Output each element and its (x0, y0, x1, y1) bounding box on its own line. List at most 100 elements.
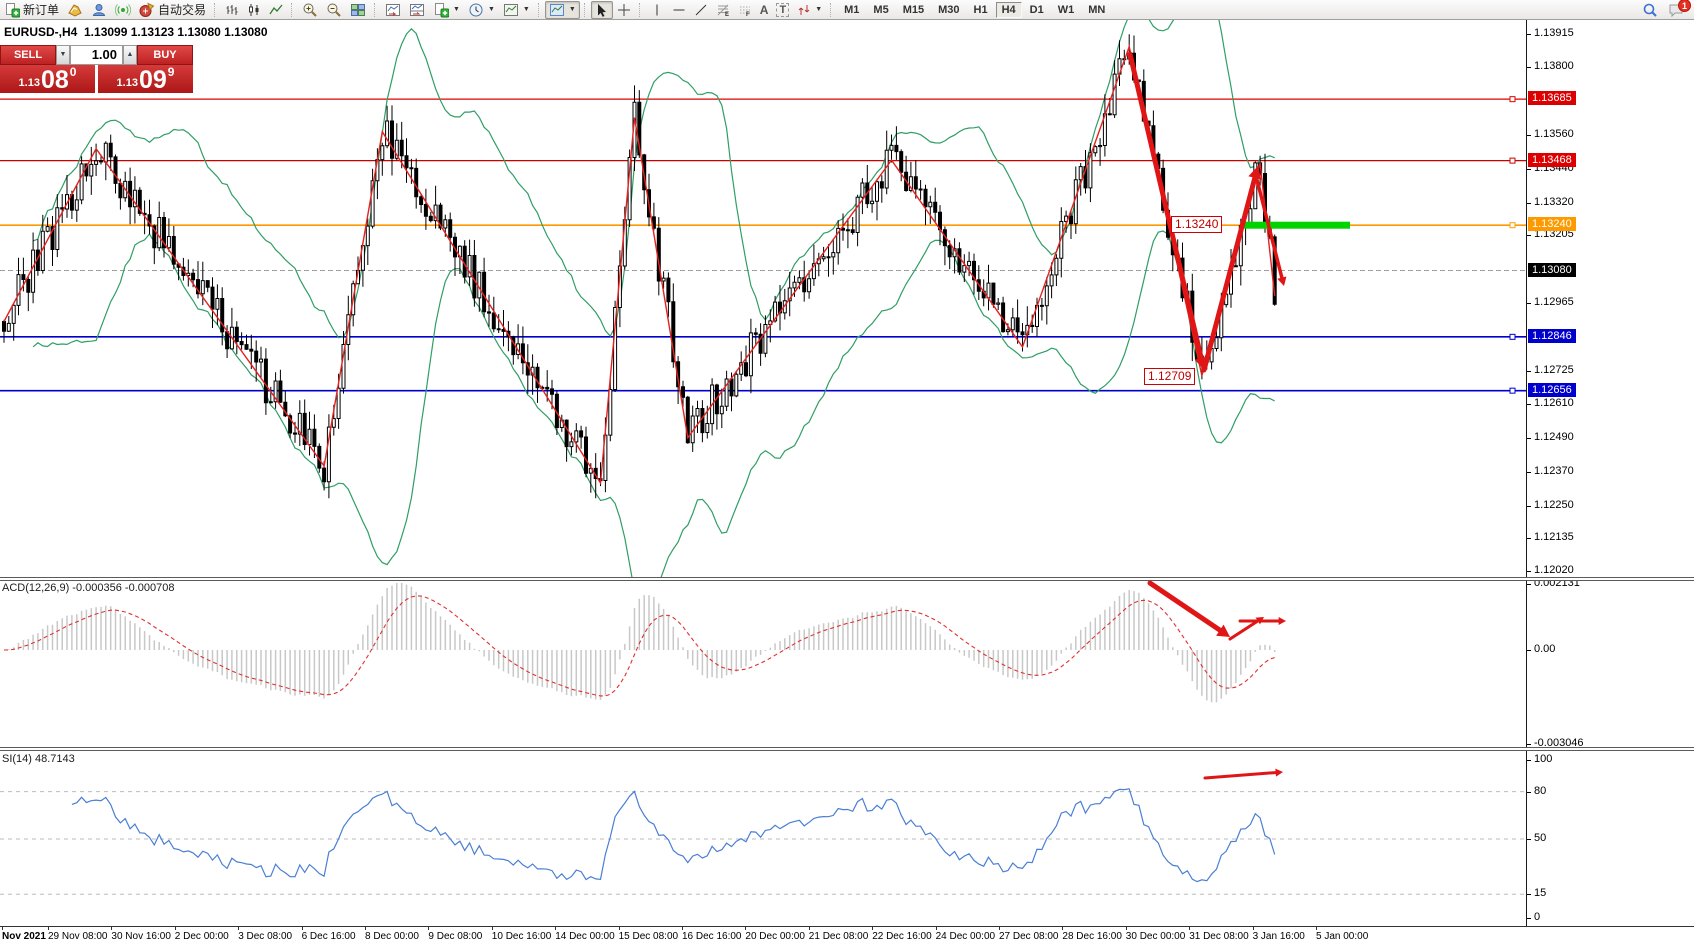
clock-icon (469, 3, 483, 16)
bar-chart-mode-button[interactable] (221, 1, 243, 19)
volume-input[interactable]: 1.00 (70, 45, 123, 65)
axis-label: 0 (1534, 911, 1541, 923)
sell-price-prefix: 1.13 (18, 77, 40, 89)
text-tool-button[interactable]: A (756, 1, 773, 19)
chart-window-mode-button[interactable]: ▼ (544, 0, 580, 19)
signals-button[interactable] (111, 1, 135, 19)
market-watch-button[interactable] (63, 1, 87, 19)
tile-windows-icon (351, 3, 366, 16)
axis-label: 1.12965 (1534, 296, 1574, 309)
indicator-window-icon (386, 3, 401, 16)
timeframe-d1-button[interactable]: D1 (1029, 3, 1044, 16)
price-axis[interactable]: 1.13915 1.13800 1.13685 1.13560 1.13468 1.134… (1526, 20, 1694, 926)
axis-tick (1527, 437, 1531, 439)
axis-tick (1527, 584, 1531, 585)
price-badge: 1.13080 (1528, 262, 1576, 277)
price-annotation-resistance[interactable]: 1.13240 (1171, 216, 1223, 233)
period-button[interactable]: ▼ (464, 1, 499, 19)
rsi-label: SI(14) 48.7143 (2, 753, 75, 765)
label-tool-button[interactable]: T (772, 1, 793, 19)
axis-tick (1527, 894, 1531, 896)
profile-button[interactable] (87, 1, 111, 19)
sell-button[interactable]: SELL (0, 45, 56, 65)
shapes-tool-button[interactable]: ▼ (793, 1, 826, 19)
volume-decrease-button[interactable]: ▼ (56, 45, 70, 65)
channel-tool-button[interactable]: F (734, 1, 756, 19)
axis-tick (1527, 538, 1531, 540)
main-chart-canvas[interactable] (0, 20, 1526, 577)
axis-tick (1527, 34, 1531, 35)
fibonacci-tool-button[interactable]: E (712, 1, 734, 19)
sell-price-panel[interactable]: 1.13 08 0 (0, 65, 95, 93)
time-label: 30 Dec 00:00 (1125, 931, 1186, 942)
price-badge: 1.13685 (1528, 91, 1576, 106)
tile-windows-button[interactable] (346, 1, 370, 19)
add-indicator-button[interactable]: ▼ (429, 1, 464, 19)
cursor-icon (597, 3, 606, 17)
time-label: 10 Dec 16:00 (491, 931, 552, 942)
time-tick (301, 927, 303, 930)
time-label: 29 Nov 08:00 (48, 931, 108, 942)
time-tick (1252, 927, 1254, 930)
time-tick (999, 927, 1000, 930)
vertical-line-tool-button[interactable] (646, 1, 668, 19)
panel-separator[interactable] (0, 577, 1694, 581)
notifications-button[interactable]: 1 (1668, 0, 1691, 18)
timeframe-m5-button[interactable]: M5 (873, 3, 889, 16)
time-label: 3 Dec 08:00 (238, 931, 293, 942)
price-annotation-support[interactable]: 1.12709 (1144, 368, 1196, 385)
candle-chart-mode-button[interactable] (243, 1, 265, 19)
crosshair-tool-button[interactable] (613, 1, 635, 19)
axis-label: 1.12490 (1534, 430, 1574, 443)
template-button[interactable]: ▼ (499, 1, 534, 19)
axis-tick (1527, 202, 1531, 204)
axis-tick (1527, 505, 1531, 507)
rsi-panel-canvas[interactable] (0, 751, 1526, 925)
indicator-subwindow-button[interactable] (405, 1, 429, 19)
timeframe-w1-button[interactable]: W1 (1057, 3, 1075, 16)
timeframe-m30-button[interactable]: M30 (938, 3, 960, 16)
dropdown-caret-icon: ▼ (522, 6, 530, 13)
axis-label: 1.12135 (1534, 531, 1574, 544)
axis-label: 1.13800 (1534, 59, 1574, 72)
time-label: 2 Dec 00:00 (174, 931, 229, 942)
time-label: 3 Jan 16:00 (1252, 931, 1305, 942)
timeframe-h4-button[interactable]: H4 (995, 1, 1022, 18)
panel-separator[interactable] (0, 747, 1694, 751)
axis-label: 1.12020 (1534, 563, 1574, 576)
timeframe-m15-button[interactable]: M15 (902, 3, 925, 16)
zoom-in-button[interactable] (298, 1, 322, 19)
macd-panel-canvas[interactable] (0, 581, 1526, 747)
time-tick (935, 927, 937, 930)
search-icon[interactable] (1642, 2, 1658, 18)
axis-label: 1.13915 (1534, 27, 1574, 39)
toolbar-separator (537, 2, 543, 17)
horizontal-line-tool-button[interactable] (668, 1, 690, 19)
timeframe-h1-button[interactable]: H1 (973, 3, 988, 16)
line-chart-mode-button[interactable] (265, 1, 287, 19)
time-tick (1062, 927, 1064, 930)
toolbar-separator (583, 2, 589, 17)
toolbar-separator (291, 2, 296, 17)
volume-increase-button[interactable]: ▲ (123, 45, 137, 65)
timeframe-m1-button[interactable]: M1 (844, 3, 860, 16)
buy-button[interactable]: BUY (137, 45, 193, 65)
time-axis[interactable]: Nov 2021 29 Nov 08:00 30 Nov 16:00 2 Dec 00… (0, 926, 1694, 946)
new-order-button[interactable]: 新订单 (0, 1, 63, 19)
template-icon (503, 3, 518, 16)
trendline-tool-button[interactable] (690, 1, 712, 19)
chart-title: EURUSD-,H4 1.13099 1.13123 1.13080 1.130… (4, 25, 268, 39)
buy-price-panel[interactable]: 1.13 09 9 (98, 65, 193, 93)
timeframe-mn-button[interactable]: MN (1088, 3, 1106, 16)
sell-price-sup: 0 (69, 65, 77, 79)
autotrading-button[interactable]: 自动交易 (135, 1, 210, 19)
cursor-tool-button[interactable] (590, 0, 613, 19)
indicator-window-button[interactable] (381, 1, 405, 19)
zoom-out-button[interactable] (322, 1, 346, 19)
axis-tick (1527, 471, 1531, 473)
arrows-tool-icon (798, 4, 810, 15)
price-badge: 1.13240 (1528, 217, 1576, 232)
time-label: 14 Dec 00:00 (555, 931, 615, 942)
bar-chart-icon (226, 4, 238, 15)
time-label: 28 Dec 16:00 (1062, 931, 1122, 942)
